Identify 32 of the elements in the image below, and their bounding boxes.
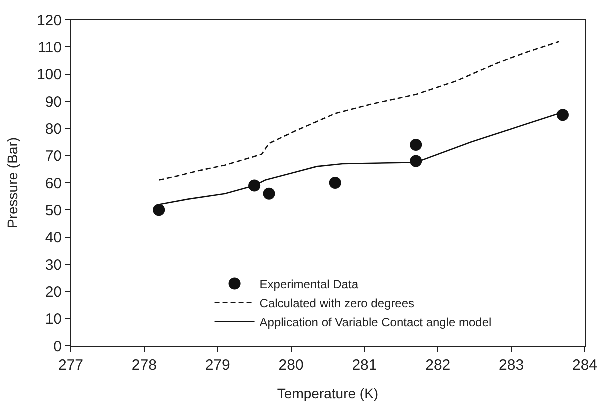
x-tick-label: 277 <box>58 357 84 374</box>
point <box>329 177 342 189</box>
x-tick-label: 283 <box>499 357 524 374</box>
y-tick-label: 120 <box>36 12 62 30</box>
legend-label: Experimental Data <box>260 277 359 292</box>
x-tick-label: 280 <box>278 357 304 374</box>
y-tick-label: 70 <box>45 148 62 166</box>
y-tick-label: 30 <box>45 256 62 274</box>
point <box>263 188 276 200</box>
y-tick-label: 60 <box>45 175 62 192</box>
x-tick-label: 284 <box>572 357 598 374</box>
x-tick-label: 281 <box>352 357 378 374</box>
x-tick-label: 279 <box>205 357 230 374</box>
y-axis-title: Pressure (Bar) <box>4 137 21 229</box>
point <box>556 109 569 122</box>
x-tick-label: 278 <box>132 357 157 374</box>
y-tick-label: 110 <box>38 39 62 56</box>
y-tick-label: 40 <box>45 230 62 247</box>
y-tick-label: 0 <box>54 338 62 356</box>
y-tick-label: 90 <box>45 94 62 111</box>
x-axis-title: Temperature (K) <box>277 385 379 402</box>
legend-label: Calculated with zero degrees <box>260 296 415 310</box>
point <box>410 138 422 151</box>
line-series <box>158 41 560 181</box>
y-tick-label: 50 <box>45 202 62 220</box>
y-tick-label: 10 <box>45 311 62 328</box>
y-tick-label: 80 <box>45 120 62 138</box>
point <box>153 204 166 216</box>
y-tick-label: 20 <box>45 284 62 301</box>
legend-label: Application of Variable Contact angle model <box>260 315 492 330</box>
x-tick-label: 282 <box>426 357 451 374</box>
y-tick-label: 100 <box>36 66 62 84</box>
